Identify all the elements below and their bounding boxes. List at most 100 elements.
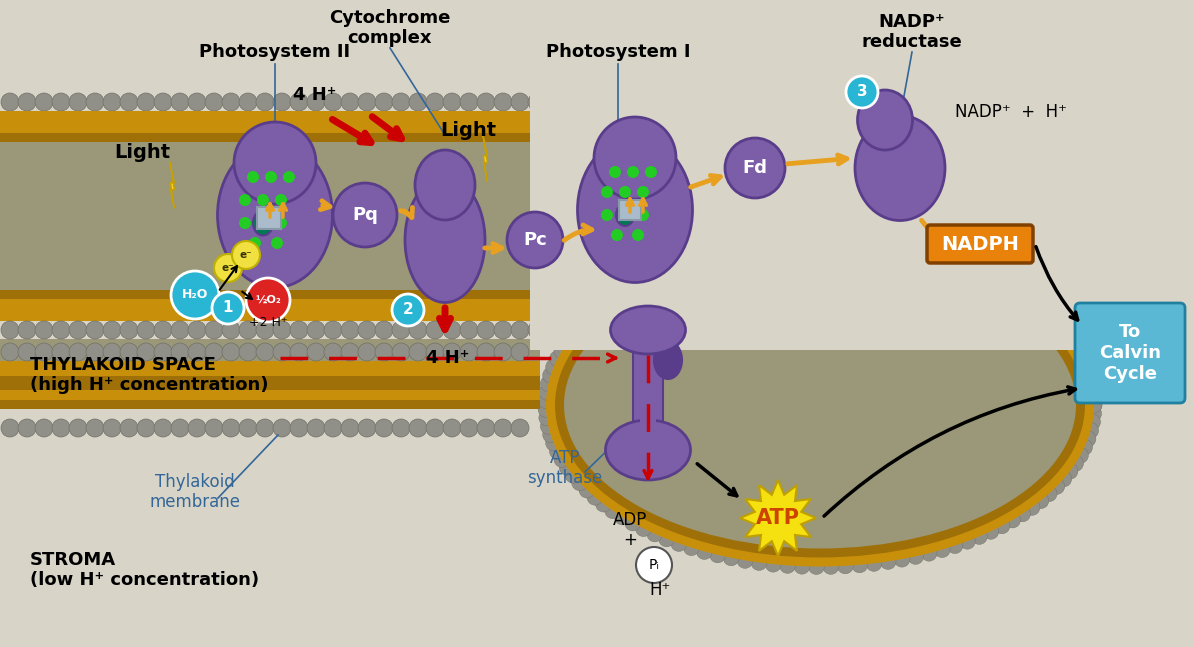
Circle shape xyxy=(550,443,565,459)
Circle shape xyxy=(579,482,595,498)
Circle shape xyxy=(587,489,602,505)
Circle shape xyxy=(212,292,245,324)
Text: ½O₂: ½O₂ xyxy=(255,295,280,305)
Circle shape xyxy=(937,93,954,111)
Circle shape xyxy=(562,321,580,339)
Circle shape xyxy=(69,93,87,111)
Circle shape xyxy=(987,321,1005,339)
Circle shape xyxy=(443,419,460,437)
Circle shape xyxy=(817,321,835,339)
Circle shape xyxy=(571,475,588,490)
Circle shape xyxy=(852,557,867,573)
Circle shape xyxy=(188,93,206,111)
Circle shape xyxy=(670,536,687,551)
Circle shape xyxy=(715,93,733,111)
Circle shape xyxy=(256,343,274,361)
Circle shape xyxy=(375,419,392,437)
Circle shape xyxy=(538,393,554,409)
Text: 4 H⁺: 4 H⁺ xyxy=(293,86,336,104)
Circle shape xyxy=(783,93,801,111)
Circle shape xyxy=(1056,323,1071,339)
Circle shape xyxy=(120,343,138,361)
Circle shape xyxy=(1076,355,1093,371)
Circle shape xyxy=(222,343,240,361)
Circle shape xyxy=(409,343,427,361)
Circle shape xyxy=(801,321,818,339)
Bar xyxy=(0,339,540,361)
Circle shape xyxy=(171,93,188,111)
Text: NADP⁺
reductase: NADP⁺ reductase xyxy=(861,12,963,51)
Circle shape xyxy=(560,459,575,476)
Circle shape xyxy=(1049,478,1064,494)
Circle shape xyxy=(137,321,155,339)
Circle shape xyxy=(460,419,478,437)
Ellipse shape xyxy=(654,341,682,379)
Circle shape xyxy=(565,327,581,343)
Circle shape xyxy=(560,334,575,351)
Circle shape xyxy=(1033,302,1049,318)
Circle shape xyxy=(341,321,359,339)
Text: Photosystem I: Photosystem I xyxy=(545,43,691,61)
Circle shape xyxy=(35,343,52,361)
Circle shape xyxy=(783,321,801,339)
Text: 2: 2 xyxy=(402,303,414,318)
Circle shape xyxy=(1086,397,1102,413)
Text: STROMA
(low H⁺ concentration): STROMA (low H⁺ concentration) xyxy=(30,551,259,589)
Circle shape xyxy=(733,93,750,111)
Text: H⁺: H⁺ xyxy=(649,581,670,599)
Circle shape xyxy=(1084,380,1100,396)
Text: Cytochrome
complex: Cytochrome complex xyxy=(329,8,451,47)
Circle shape xyxy=(1,321,19,339)
Circle shape xyxy=(1082,371,1099,388)
Circle shape xyxy=(970,93,988,111)
Circle shape xyxy=(587,305,602,321)
Circle shape xyxy=(171,271,220,319)
Bar xyxy=(0,361,540,376)
Circle shape xyxy=(1084,414,1100,430)
Circle shape xyxy=(934,542,950,558)
Circle shape xyxy=(1086,397,1102,413)
Circle shape xyxy=(460,321,478,339)
Bar xyxy=(639,408,656,443)
Circle shape xyxy=(947,538,963,554)
Bar xyxy=(0,133,1061,142)
Circle shape xyxy=(273,343,291,361)
Circle shape xyxy=(511,419,528,437)
Circle shape xyxy=(239,419,256,437)
Circle shape xyxy=(994,276,1010,292)
Circle shape xyxy=(273,321,291,339)
Circle shape xyxy=(817,93,835,111)
Circle shape xyxy=(154,321,172,339)
Circle shape xyxy=(540,376,556,391)
Circle shape xyxy=(636,274,651,289)
Circle shape xyxy=(596,93,614,111)
Circle shape xyxy=(971,266,988,281)
Circle shape xyxy=(290,419,308,437)
Text: Fd: Fd xyxy=(742,159,767,177)
Circle shape xyxy=(249,237,261,249)
Circle shape xyxy=(545,321,563,339)
Circle shape xyxy=(137,93,155,111)
Circle shape xyxy=(247,171,259,183)
Circle shape xyxy=(103,419,120,437)
Circle shape xyxy=(1080,363,1096,379)
Circle shape xyxy=(375,321,392,339)
Circle shape xyxy=(596,321,614,339)
Text: ATP: ATP xyxy=(756,508,801,528)
Circle shape xyxy=(953,93,971,111)
Circle shape xyxy=(86,321,104,339)
Circle shape xyxy=(246,278,290,322)
Circle shape xyxy=(324,343,342,361)
Circle shape xyxy=(630,321,648,339)
Circle shape xyxy=(214,254,242,282)
Circle shape xyxy=(69,343,87,361)
Ellipse shape xyxy=(415,150,475,220)
Circle shape xyxy=(636,521,651,536)
Circle shape xyxy=(477,321,495,339)
Text: Light: Light xyxy=(440,120,496,140)
Circle shape xyxy=(614,509,630,525)
Circle shape xyxy=(809,558,824,575)
Circle shape xyxy=(1005,512,1020,528)
Circle shape xyxy=(766,93,784,111)
Circle shape xyxy=(222,321,240,339)
